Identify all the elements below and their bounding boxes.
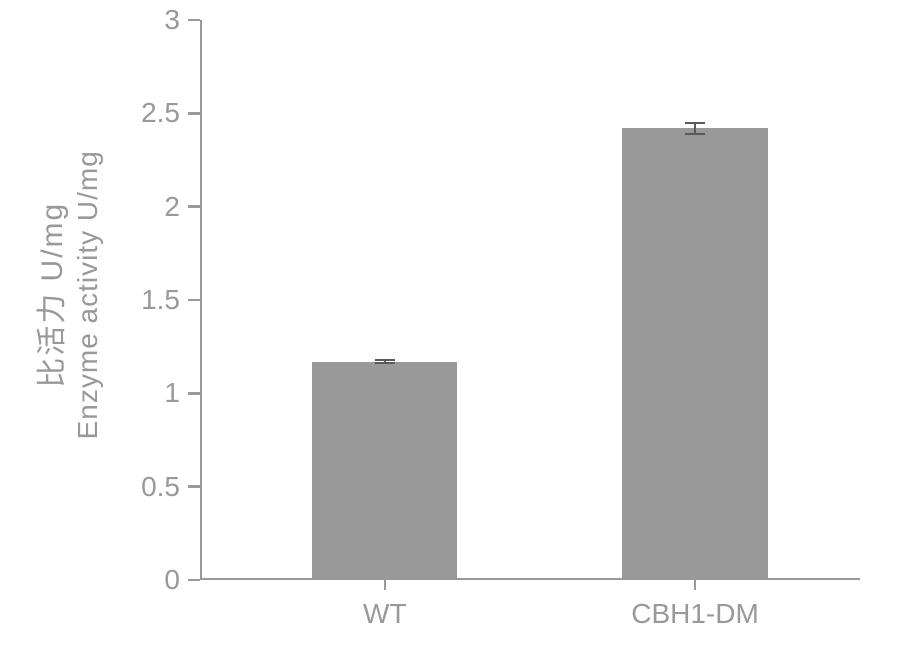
y-tick-label: 2: [120, 191, 180, 223]
y-axis-label: 比活力 U/mg Enzyme activity U/mg: [35, 150, 105, 439]
y-axis-label-en: Enzyme activity U/mg: [71, 150, 105, 439]
y-tick: [188, 579, 200, 582]
bar: [622, 128, 767, 577]
y-axis-label-group: 比活力 U/mg Enzyme activity U/mg: [10, 0, 130, 590]
plot-area-wrapper: 00.511.522.53WTCBH1-DM: [200, 20, 860, 580]
y-tick: [188, 112, 200, 115]
x-category-label: WT: [265, 598, 505, 630]
y-tick-label: 1.5: [120, 284, 180, 316]
y-tick-label: 0: [120, 564, 180, 596]
y-tick-label: 2.5: [120, 97, 180, 129]
x-category-label: CBH1-DM: [575, 598, 815, 630]
error-bar-cap: [375, 362, 395, 364]
y-tick: [188, 205, 200, 208]
y-tick-label: 0.5: [120, 471, 180, 503]
x-tick: [694, 580, 697, 590]
y-tick: [188, 299, 200, 302]
error-bar-cap: [685, 122, 705, 124]
y-tick-label: 1: [120, 377, 180, 409]
bar: [312, 362, 457, 578]
error-bar-cap: [375, 359, 395, 361]
y-tick-label: 3: [120, 4, 180, 36]
chart-container: 比活力 U/mg Enzyme activity U/mg 00.511.522…: [0, 0, 898, 665]
y-axis-label-cn: 比活力 U/mg: [35, 150, 71, 439]
error-bar-cap: [685, 133, 705, 135]
y-tick: [188, 19, 200, 22]
x-tick: [384, 580, 387, 590]
y-tick: [188, 392, 200, 395]
y-tick: [188, 485, 200, 488]
